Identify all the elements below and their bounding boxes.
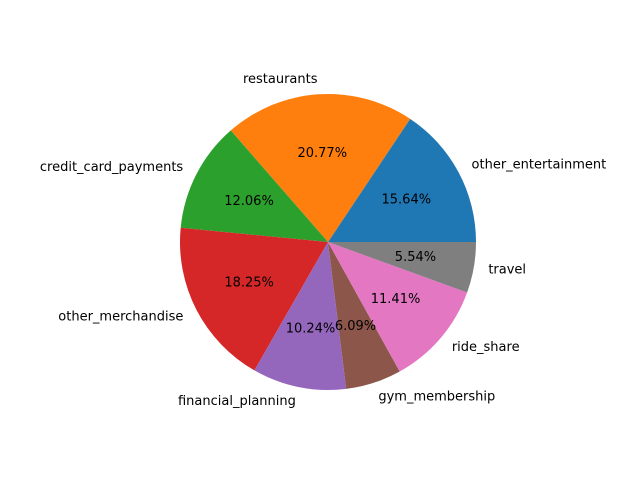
slice-label-financial-planning: financial_planning [178,394,296,409]
slice-label-restaurants: restaurants [243,72,318,87]
pie-slices [179,94,476,391]
percent-label-other-merchandise: 18.25% [224,275,274,290]
pie-slice-credit-card-payments [180,130,328,242]
slice-label-other-merchandise: other_merchandise [58,309,183,324]
percent-labels: 15.64% 20.77% 12.06% 18.25% 10.24% 6.09% 11.41… [224,146,436,337]
pie-slice-financial-planning [254,242,347,391]
percent-label-ride-share: 11.41% [371,292,421,307]
percent-label-travel: 5.54% [395,250,436,265]
slice-label-gym-membership: gym_membership [378,389,495,404]
pie-slice-other-entertainment [328,118,476,242]
pie-slice-restaurants [230,94,411,242]
slice-label-ride-share: ride_share [452,340,520,355]
pie-slice-ride-share [328,242,468,372]
percent-label-gym-membership: 6.09% [335,319,376,334]
percent-label-financial-planning: 10.24% [286,322,336,337]
slice-label-travel: travel [488,263,526,278]
percent-label-restaurants: 20.77% [297,146,347,161]
slice-label-other-entertainment: other_entertainment [472,158,607,173]
pie-slice-other-merchandise [179,227,328,371]
pie-slice-gym-membership [328,242,400,389]
percent-label-credit-card-payments: 12.06% [224,194,274,209]
percent-label-other-entertainment: 15.64% [382,193,432,208]
slice-label-credit-card-payments: credit_card_payments [40,160,184,175]
pie-slice-travel [328,242,476,293]
slice-labels: other_entertainment restaurants credit_car… [40,72,606,409]
